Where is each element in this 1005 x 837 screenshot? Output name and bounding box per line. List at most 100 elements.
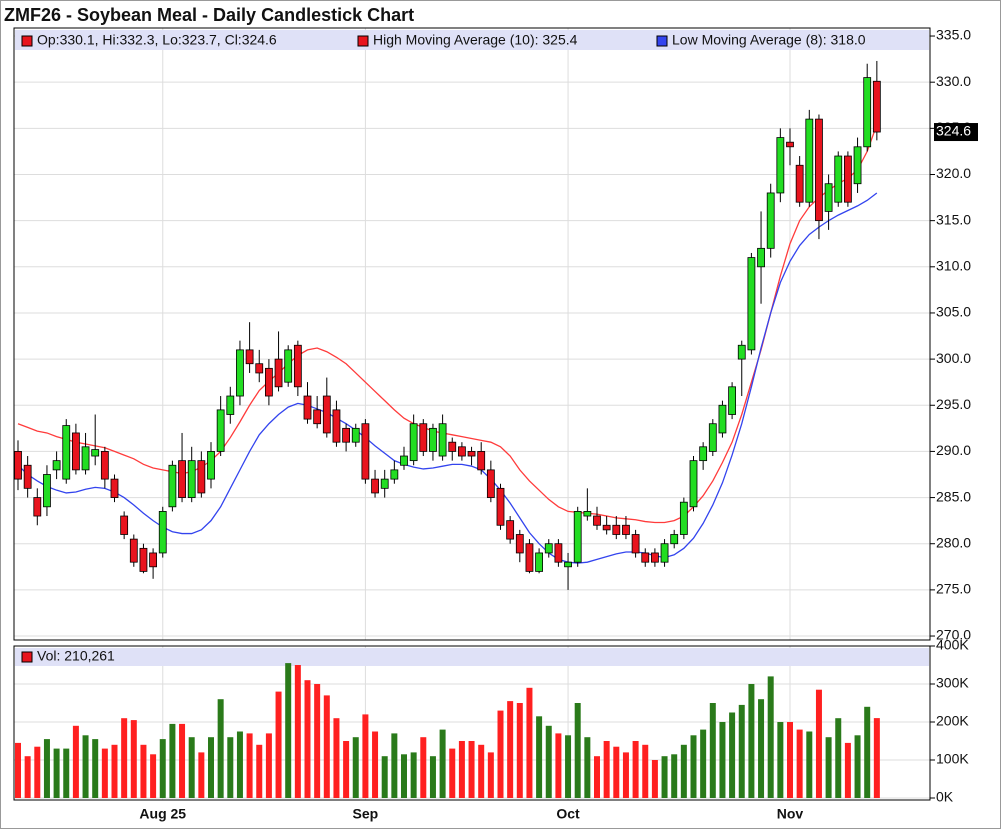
candle-body xyxy=(535,552,543,572)
legend-strip xyxy=(15,648,929,666)
volume-bar xyxy=(15,742,21,798)
candle-body xyxy=(747,257,756,351)
volume-bar xyxy=(680,744,687,798)
volume-bar xyxy=(159,739,166,798)
volume-bar xyxy=(719,722,726,798)
candle-body xyxy=(612,524,621,535)
volume-bar xyxy=(169,723,176,798)
candle-body xyxy=(554,543,563,563)
candle-body xyxy=(583,511,592,517)
volume-bar xyxy=(487,752,494,798)
volume-bar xyxy=(72,725,79,798)
candle-body xyxy=(544,543,553,554)
moving-average-line xyxy=(17,124,878,524)
y-tick-label: 400K xyxy=(936,637,969,653)
candle-body xyxy=(390,469,399,480)
last-price-label: 324.6 xyxy=(936,123,971,139)
volume-bar xyxy=(420,737,427,798)
y-tick-label: 275.0 xyxy=(936,581,971,597)
candle-body xyxy=(322,395,331,434)
volume-bar xyxy=(536,716,543,798)
volume-bar xyxy=(188,737,195,798)
y-tick-label: 200K xyxy=(936,713,969,729)
volume-bar xyxy=(333,718,340,798)
candle-body xyxy=(766,192,775,249)
candle-body xyxy=(149,552,158,568)
candle-body xyxy=(525,543,534,572)
candle-body xyxy=(670,534,679,545)
volume-bar xyxy=(304,680,311,798)
volume-bar xyxy=(63,748,70,798)
candle-body xyxy=(274,358,283,388)
volume-bar xyxy=(777,722,784,798)
volume-bar xyxy=(497,710,504,798)
candle-body xyxy=(72,432,80,471)
y-tick-label: 300.0 xyxy=(936,350,971,366)
volume-bar xyxy=(458,741,465,798)
candle-body xyxy=(641,552,650,563)
volume-bar xyxy=(584,737,591,798)
volume-bar xyxy=(468,741,475,798)
volume-bar xyxy=(217,699,224,798)
candle-body xyxy=(168,464,177,508)
candle-body xyxy=(679,501,688,535)
candle-body xyxy=(834,155,843,203)
candle-body xyxy=(757,247,765,268)
candle-body xyxy=(178,460,186,498)
volume-bar xyxy=(92,739,99,798)
candle-body xyxy=(81,446,90,471)
candle-body xyxy=(467,451,476,457)
chart-title: ZMF26 - Soybean Meal - Daily Candlestick… xyxy=(4,5,414,25)
candle-body xyxy=(207,451,215,480)
candle-body xyxy=(429,427,437,452)
volume-bar xyxy=(671,754,678,798)
candle-body xyxy=(631,534,640,554)
candle-body xyxy=(313,409,322,425)
volume-bar xyxy=(806,731,813,798)
candle-body xyxy=(419,423,428,452)
candle-body xyxy=(284,349,293,383)
candle-body xyxy=(33,497,42,517)
candle-body xyxy=(236,349,244,397)
candle-body xyxy=(708,423,717,452)
volume-bar xyxy=(758,699,765,798)
volume-bar xyxy=(140,744,147,798)
candle-body xyxy=(564,561,572,568)
candle-body xyxy=(226,395,235,415)
candle-body xyxy=(506,520,515,540)
y-tick-label: 0K xyxy=(936,789,954,805)
candle-body xyxy=(844,155,852,203)
volume-bar xyxy=(410,752,417,798)
volume-bar xyxy=(613,746,620,798)
volume-bar xyxy=(787,722,793,798)
candle-body xyxy=(689,460,698,508)
candle-body xyxy=(718,404,727,434)
volume-bar xyxy=(401,754,407,798)
volume-bar xyxy=(198,752,205,798)
volume-bar xyxy=(391,733,398,798)
candle-body xyxy=(786,141,794,148)
y-tick-label: 320.0 xyxy=(936,165,971,181)
volume-bar xyxy=(381,756,388,798)
volume-bar xyxy=(82,735,89,798)
candle-body xyxy=(824,183,833,212)
candle-body xyxy=(486,469,495,498)
volume-bar xyxy=(815,689,822,798)
x-tick-label: Sep xyxy=(353,806,379,822)
volume-bar xyxy=(555,733,562,798)
legend-entry: Low Moving Average (8): 318.0 xyxy=(672,32,866,48)
volume-bar xyxy=(565,735,572,798)
volume-bar xyxy=(622,752,629,798)
candle-body xyxy=(43,474,51,508)
volume-bar xyxy=(651,760,658,798)
volume-bar xyxy=(285,663,292,798)
candle-body xyxy=(853,146,862,185)
candle-body xyxy=(380,478,389,489)
plot-border xyxy=(13,645,931,801)
volume-bar xyxy=(796,729,803,798)
volume-bar xyxy=(179,723,186,798)
candle-body xyxy=(776,137,785,194)
volume-bar xyxy=(594,756,600,798)
candle-body xyxy=(23,464,32,489)
candle-body xyxy=(255,363,264,374)
